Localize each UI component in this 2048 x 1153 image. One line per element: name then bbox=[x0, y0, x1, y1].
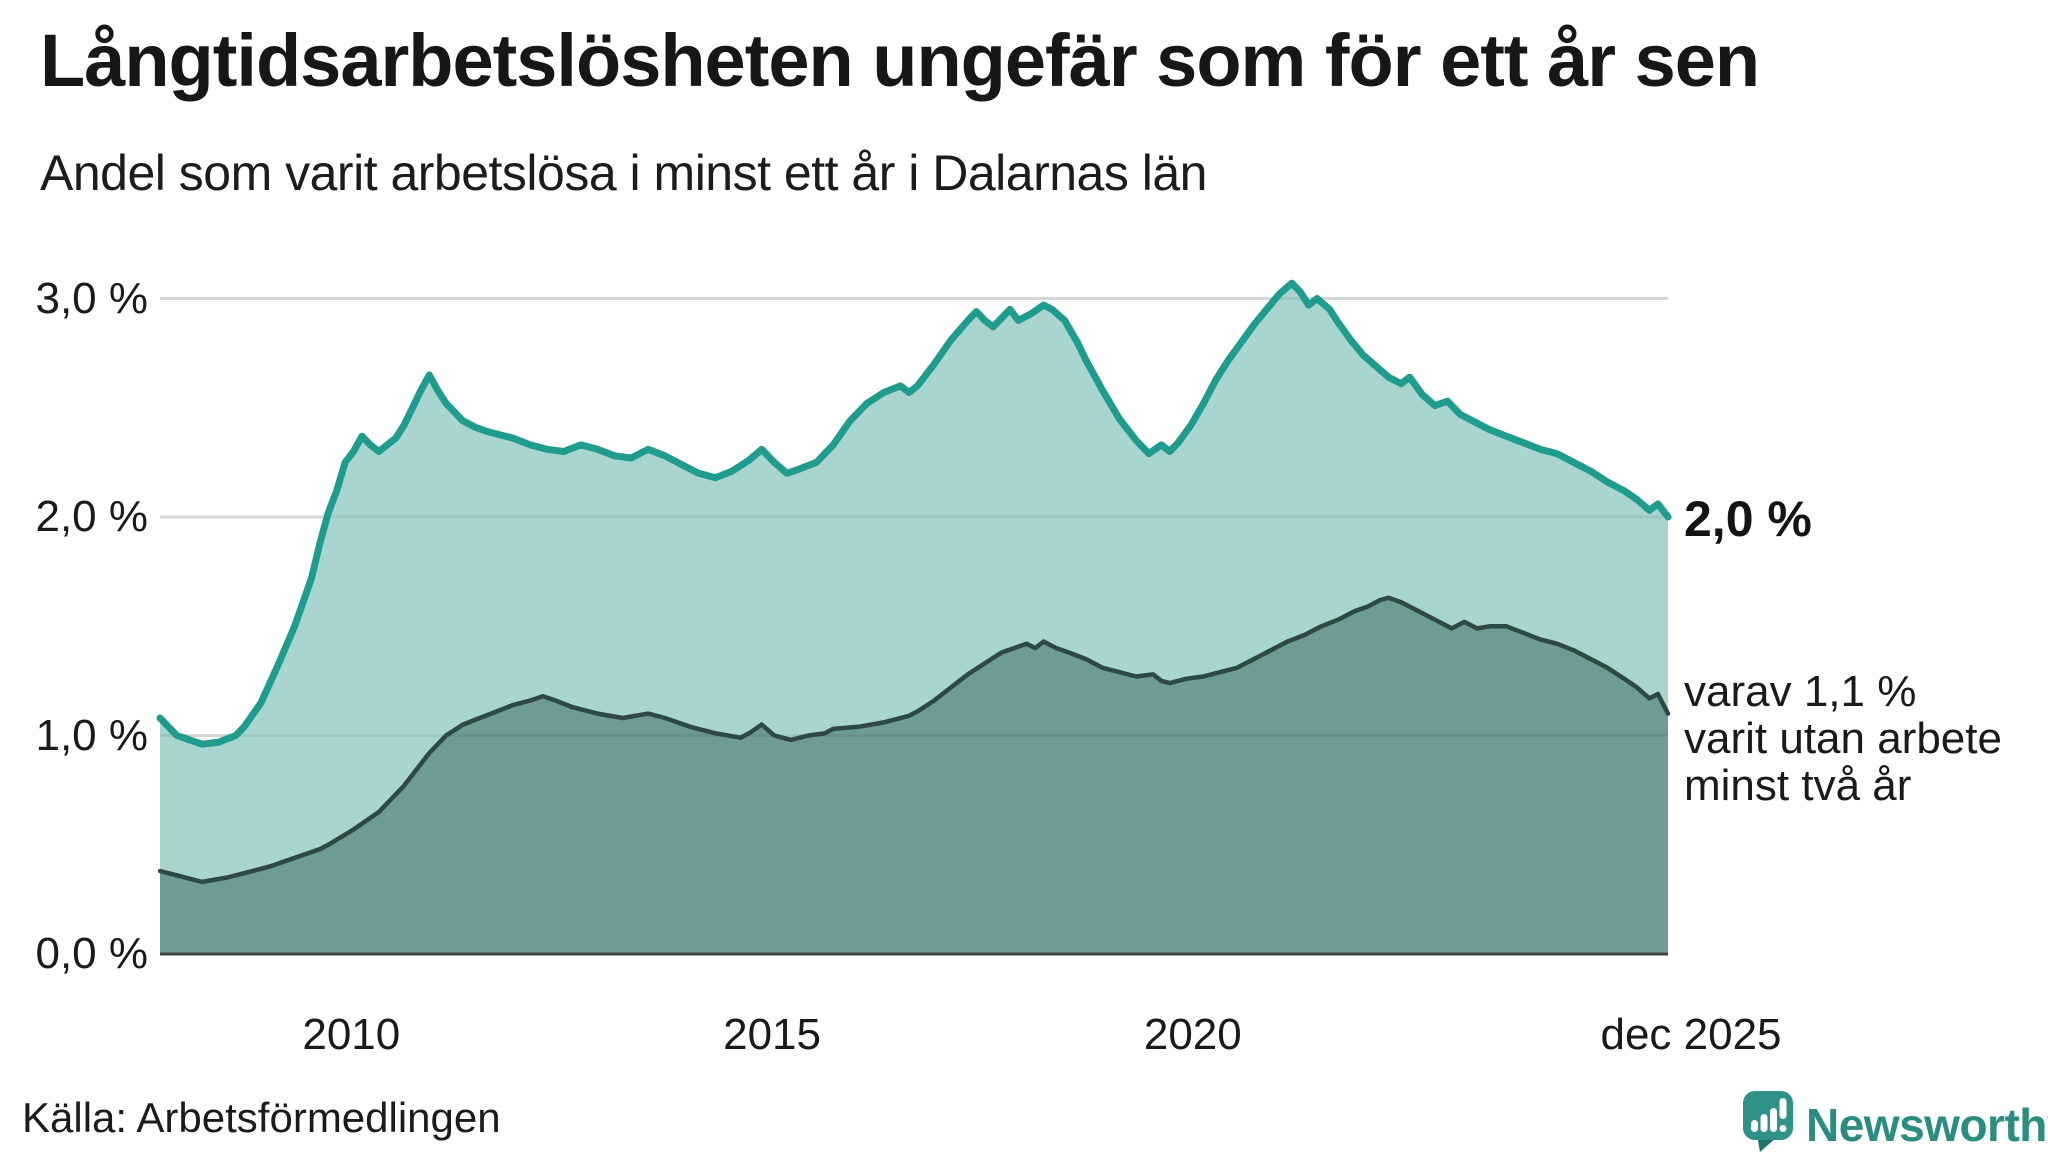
total-series-line bbox=[156, 279, 1672, 748]
x-axis-tick-label: 2010 bbox=[302, 1010, 401, 1059]
x-axis-tick-label: 2020 bbox=[1143, 1010, 1242, 1059]
x-axis-tick-label: dec 2025 bbox=[1600, 1010, 1782, 1059]
y-axis-tick-label: 0,0 % bbox=[35, 929, 148, 978]
x-axis-tick-label: 2015 bbox=[723, 1010, 821, 1059]
chart-subtitle: Andel som varit arbetslösa i minst ett å… bbox=[40, 145, 1207, 201]
bar-chart-glyph bbox=[1751, 1098, 1787, 1132]
y-axis-tick-label: 1,0 % bbox=[35, 710, 148, 760]
series-end-value-label: 2,0 % bbox=[1684, 491, 1812, 547]
two-year-series-annotation: varav 1,1 % varit utan arbete minst två … bbox=[1684, 667, 2002, 810]
two-year-series-line bbox=[157, 595, 1671, 885]
y-axis-tick-label: 3,0 % bbox=[35, 273, 148, 323]
newsworthy-chart-bubble-icon bbox=[1743, 1091, 1793, 1152]
y-axis-tick-label: 2,0 % bbox=[35, 492, 148, 541]
source-credit: Källa: Arbetsförmedlingen bbox=[22, 1094, 501, 1141]
page-title: Långtidsarbetslösheten ungefär som för e… bbox=[40, 19, 1760, 102]
brand-wordmark: Newsworthy bbox=[1806, 1099, 2048, 1151]
two-year-series-area bbox=[160, 597, 1668, 954]
